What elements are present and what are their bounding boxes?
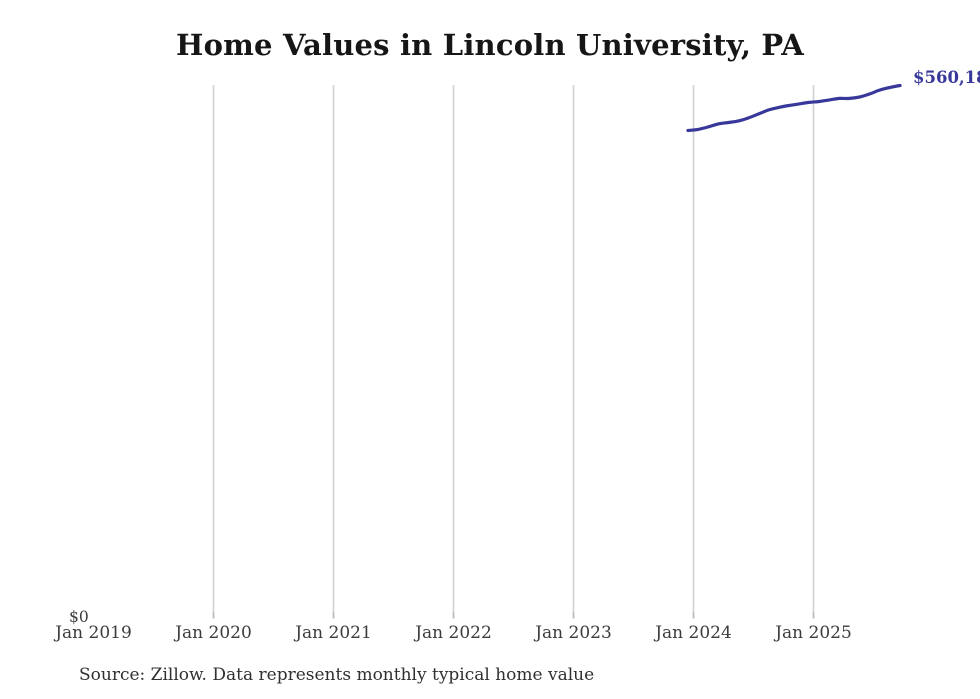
y-axis-zero-label: $0 [69,608,89,626]
x-tick-label: Jan 2024 [655,623,732,643]
gridlines [212,85,815,619]
chart-title: Home Values in Lincoln University, PA [175,28,805,62]
x-tick-label: Jan 2025 [775,623,852,643]
latest-value-label: $560,188 [913,68,980,87]
x-tick-label: Jan 2019 [55,623,132,643]
x-tick-label: Jan 2022 [415,623,492,643]
x-tick-label: Jan 2020 [175,623,252,643]
x-tick-label: Jan 2021 [295,623,372,643]
home-value-series-line [686,83,902,133]
x-tick-label: Jan 2023 [535,623,612,643]
source-note: Source: Zillow. Data represents monthly … [79,665,595,685]
